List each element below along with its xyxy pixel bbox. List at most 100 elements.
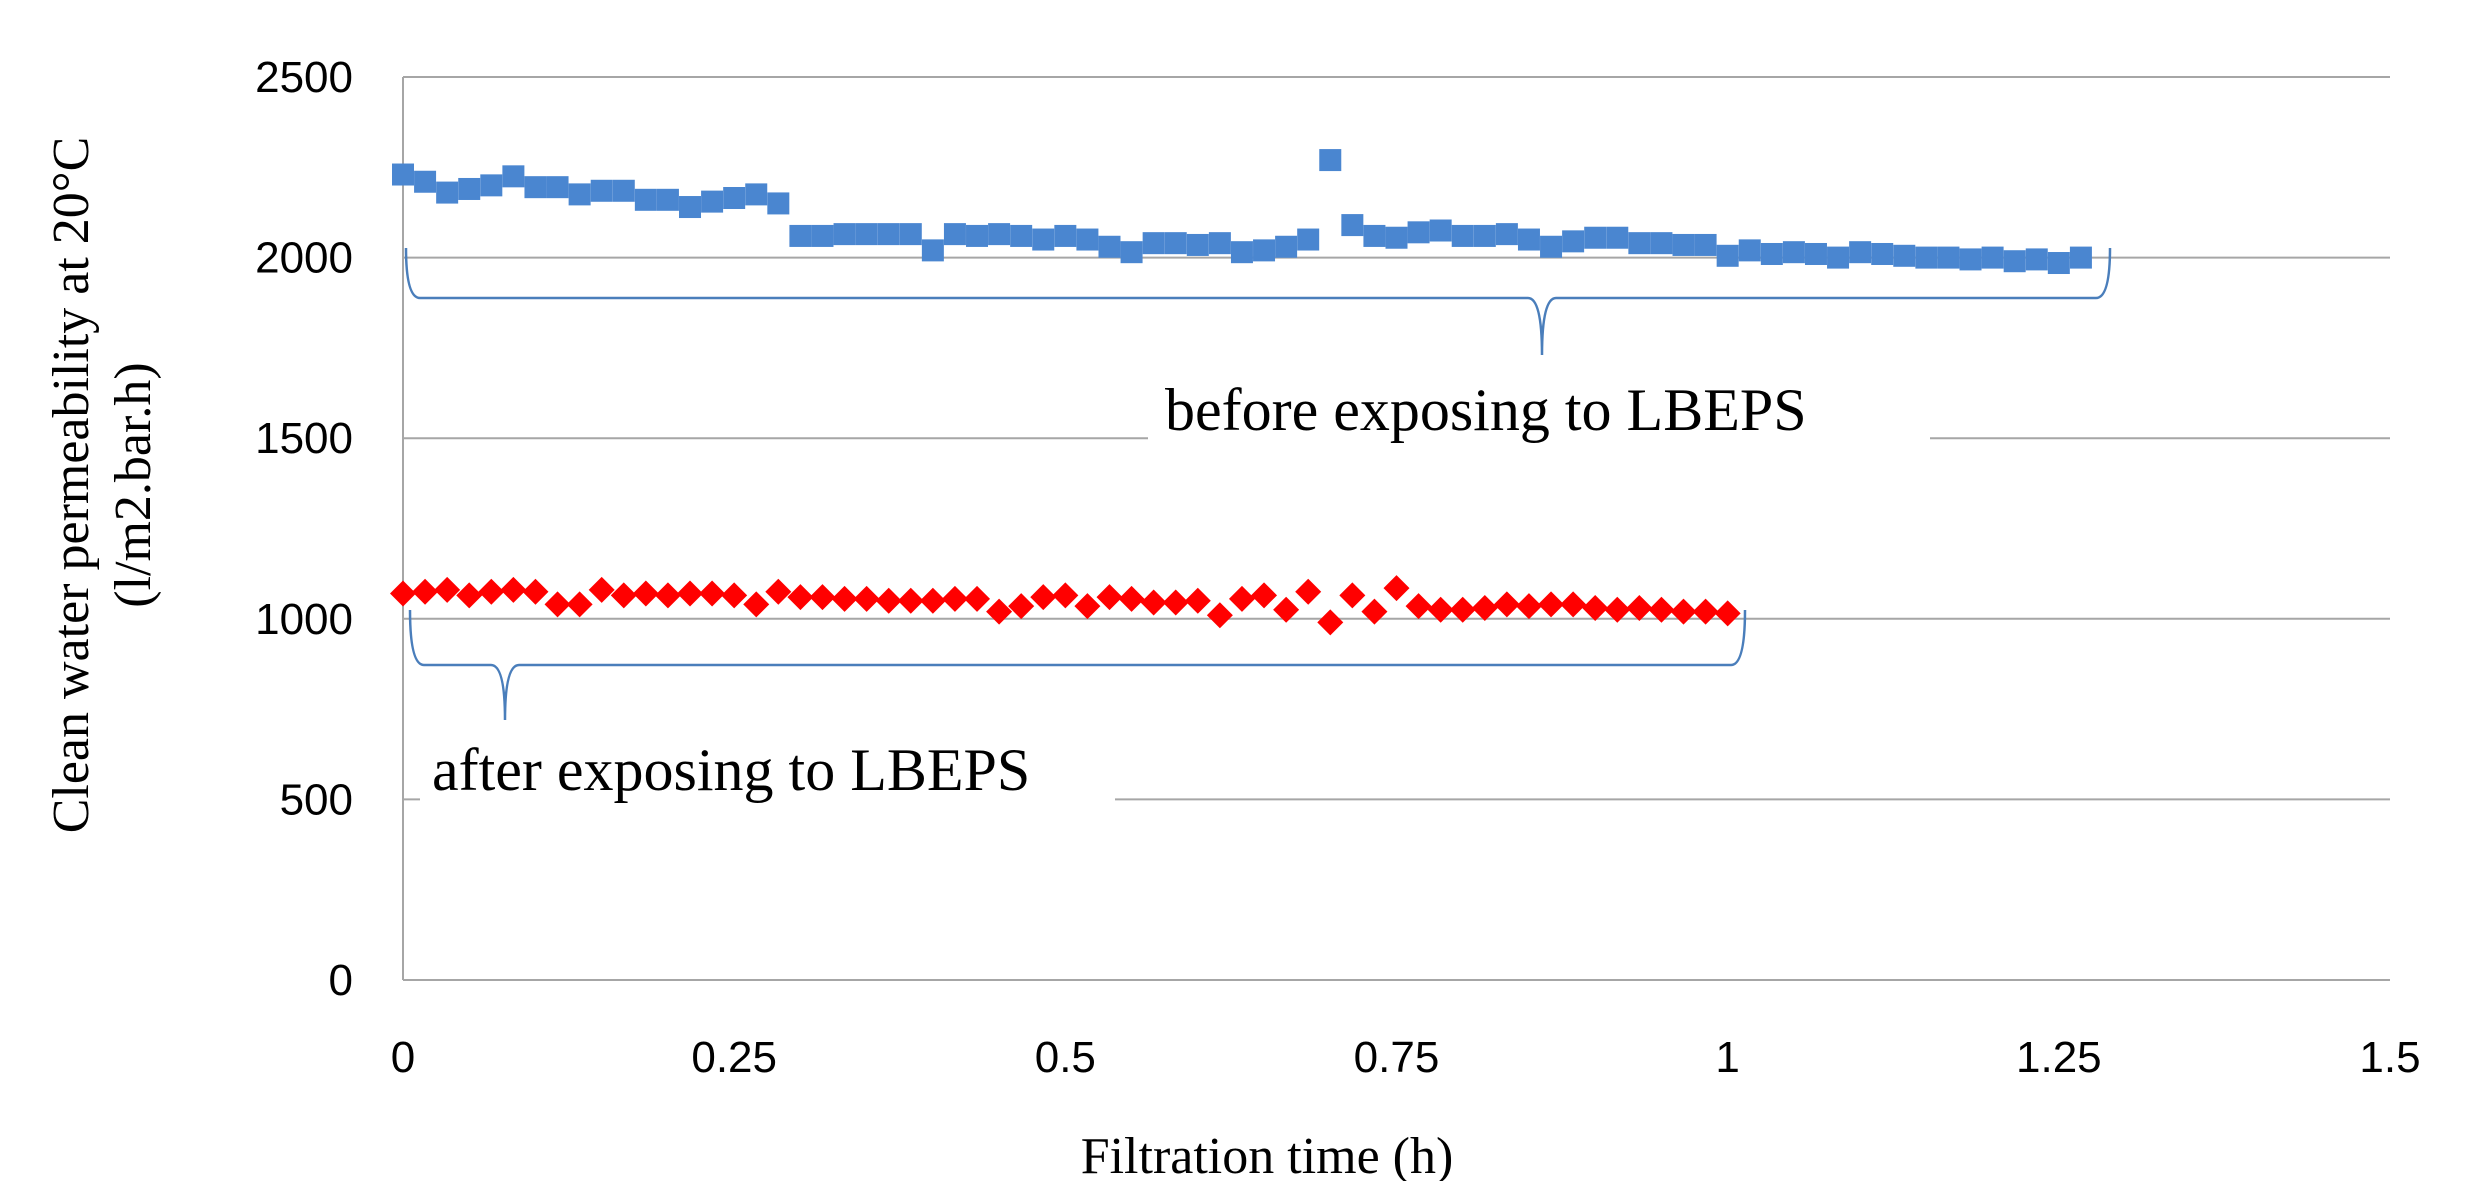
data-point-after: [1361, 598, 1388, 625]
y-tick-label: 1500: [255, 414, 353, 463]
data-point-before: [1451, 224, 1474, 247]
data-point-after: [1648, 596, 1675, 623]
x-tick-label: 0.75: [1354, 1033, 1440, 1082]
data-point-before: [1429, 219, 1452, 242]
data-point-before: [568, 183, 591, 206]
data-point-before: [414, 170, 437, 193]
data-point-before: [1871, 242, 1894, 265]
data-point-after: [1096, 584, 1123, 611]
data-point-before: [745, 183, 768, 206]
data-point-after: [1273, 596, 1300, 623]
data-point-after: [456, 582, 483, 609]
y-tick-labels: 0 500 1000 1500 2000 2500: [255, 53, 353, 1005]
data-point-before: [877, 223, 900, 246]
data-point-before: [1076, 228, 1099, 251]
y-axis-title-line2: (l/m2.bar.h): [105, 362, 162, 608]
data-point-before: [1782, 241, 1805, 264]
data-point-before: [1473, 224, 1496, 247]
data-point-before: [1275, 235, 1298, 258]
data-point-after: [1052, 582, 1079, 609]
data-point-after: [1140, 589, 1167, 616]
data-point-after: [522, 578, 549, 605]
data-point-after: [986, 598, 1013, 625]
annotation-before: before exposing to LBEPS: [1165, 377, 1807, 443]
data-point-before: [1716, 244, 1739, 267]
data-point-after: [544, 591, 571, 618]
data-point-after: [743, 591, 770, 618]
y-tick-label: 500: [280, 775, 353, 824]
data-point-after: [1118, 585, 1145, 612]
data-point-after: [853, 585, 880, 612]
data-point-before: [988, 223, 1011, 246]
data-point-before: [502, 165, 525, 188]
data-point-before: [1142, 232, 1165, 255]
data-point-before: [1363, 224, 1386, 247]
data-point-after: [1538, 591, 1565, 618]
data-point-after: [1184, 587, 1211, 614]
data-point-after: [765, 578, 792, 605]
annotation-background: [1148, 368, 1930, 452]
data-point-before: [1827, 246, 1850, 269]
data-point-after: [1626, 594, 1653, 621]
data-point-before: [789, 224, 812, 247]
data-point-before: [1230, 241, 1253, 264]
data-point-before: [767, 192, 790, 215]
data-point-before: [1606, 226, 1629, 249]
data-point-after: [1582, 594, 1609, 621]
data-point-after: [1383, 575, 1410, 602]
data-point-after: [610, 582, 637, 609]
data-point-after: [1405, 593, 1432, 620]
data-point-after: [1162, 589, 1189, 616]
data-point-before: [943, 223, 966, 246]
x-tick-labels: 0 0.25 0.5 0.75 1 1.25 1.5: [391, 1033, 2421, 1082]
data-point-before: [612, 179, 635, 202]
data-point-before: [966, 224, 989, 247]
data-point-before: [679, 196, 702, 219]
data-point-before: [701, 190, 724, 213]
data-point-before: [723, 187, 746, 210]
data-point-after: [1692, 598, 1719, 625]
data-point-before: [1959, 248, 1982, 271]
data-point-after: [897, 587, 924, 614]
data-point-before: [436, 181, 459, 204]
data-point-after: [1449, 596, 1476, 623]
data-point-before: [1672, 233, 1695, 256]
data-point-after: [1074, 593, 1101, 620]
data-point-before: [458, 177, 481, 200]
data-point-before: [2069, 246, 2092, 269]
data-point-after: [1560, 591, 1587, 618]
series-after: [390, 575, 1741, 636]
data-point-before: [1319, 149, 1342, 172]
y-tick-label: 2000: [255, 234, 353, 283]
data-point-before: [392, 163, 414, 186]
data-point-after: [1295, 578, 1322, 605]
data-point-before: [855, 223, 878, 246]
data-point-after: [1251, 582, 1278, 609]
data-point-before: [833, 223, 856, 246]
data-point-after: [1714, 600, 1741, 627]
x-axis-title: Filtration time (h): [1081, 1128, 1454, 1181]
x-tick-label: 0: [391, 1033, 415, 1082]
data-point-before: [1098, 235, 1121, 258]
data-point-before: [1540, 235, 1563, 258]
data-point-after: [500, 576, 527, 603]
data-point-before: [1297, 228, 1320, 251]
data-point-after: [699, 580, 726, 607]
data-point-after: [478, 578, 505, 605]
data-point-after: [632, 580, 659, 607]
data-point-after: [875, 587, 902, 614]
data-point-after: [588, 576, 615, 603]
data-point-after: [941, 585, 968, 612]
data-point-before: [1981, 246, 2004, 269]
data-point-before: [1738, 239, 1761, 262]
series-before: [392, 149, 2092, 275]
data-point-after: [1670, 598, 1697, 625]
data-point-before: [1650, 232, 1673, 255]
y-tick-label: 0: [329, 956, 353, 1005]
x-tick-label: 1: [1715, 1033, 1739, 1082]
y-axis-title: Clean water permeability at 20°C (l/m2.b…: [43, 137, 162, 834]
data-point-before: [1584, 226, 1607, 249]
data-point-after: [1008, 593, 1035, 620]
data-point-before: [1893, 244, 1916, 267]
